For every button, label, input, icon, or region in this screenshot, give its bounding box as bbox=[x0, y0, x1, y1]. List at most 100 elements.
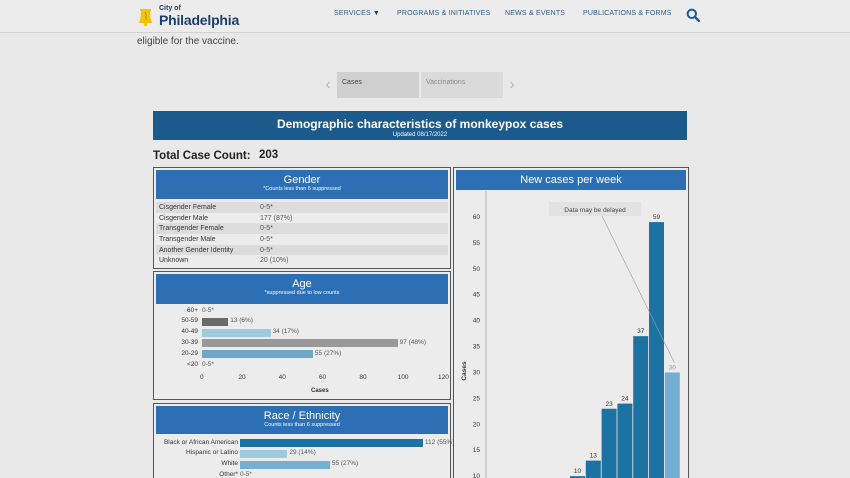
weekly-annotation-box bbox=[549, 202, 641, 216]
gender-row-value: 0-5* bbox=[260, 235, 273, 243]
logo-big-text: Philadelphia bbox=[159, 12, 240, 28]
dashboard-title-banner: Demographic characteristics of monkeypox… bbox=[153, 111, 687, 140]
gender-row: Cisgender Female 0-5* bbox=[156, 202, 448, 213]
gender-table: Cisgender Female 0-5* Cisgender Male 177 (… bbox=[154, 202, 450, 266]
weekly-bar bbox=[649, 222, 664, 478]
weekly-y-tick: 60 bbox=[473, 214, 481, 221]
age-x-tick: 80 bbox=[359, 374, 367, 381]
age-bar-label: 97 (48%) bbox=[399, 338, 426, 346]
weekly-y-tick: 45 bbox=[473, 292, 481, 299]
age-header: Age *suppressed due to low counts bbox=[156, 274, 448, 304]
age-bar bbox=[202, 328, 271, 337]
nav-services[interactable]: SERVICES ▼ bbox=[334, 10, 380, 17]
weekly-y-axis-title: Cases bbox=[461, 361, 468, 381]
gender-row-label: Unknown bbox=[159, 257, 189, 265]
weekly-title: New cases per week bbox=[520, 174, 622, 186]
race-bar bbox=[240, 449, 288, 458]
tab-vaccinations[interactable]: Vaccinations bbox=[421, 72, 503, 98]
weekly-chart: 10 15 20 25 30 35 40 45 50 55 60 Cases 10 13 23 24 37 59 3… bbox=[461, 191, 680, 478]
liberty-bell-icon bbox=[137, 5, 154, 27]
age-x-axis-title: Cases bbox=[311, 388, 329, 394]
race-bar bbox=[240, 460, 330, 469]
age-category-label: 60+ bbox=[186, 306, 198, 314]
caret-down-icon: ▼ bbox=[372, 10, 381, 17]
gender-title: Gender bbox=[283, 174, 321, 186]
gender-row-label: Another Gender Identity bbox=[159, 246, 234, 254]
weekly-bar bbox=[570, 476, 585, 478]
dashboard-updated: Updated 08/17/2022 bbox=[392, 132, 448, 138]
age-bar bbox=[202, 339, 398, 348]
weekly-bar-label: 59 bbox=[653, 214, 661, 221]
race-category-label: Other* bbox=[219, 470, 238, 478]
age-title: Age bbox=[292, 278, 312, 290]
weekly-y-tick: 20 bbox=[473, 421, 481, 428]
weekly-bar-label: 24 bbox=[621, 396, 629, 403]
age-chart: 60+ 0-5* 50-59 13 (6%) 40-49 34 (17%) 30-39 97 … bbox=[154, 304, 450, 399]
age-note: *suppressed due to low counts bbox=[264, 290, 340, 296]
age-category-label: 20-29 bbox=[181, 349, 198, 357]
weekly-bar bbox=[664, 372, 680, 478]
gender-row-label: Cisgender Female bbox=[159, 203, 217, 211]
age-category-label: 30-39 bbox=[181, 338, 198, 346]
nav-publications-forms[interactable]: PUBLICATIONS & FORMS bbox=[583, 10, 672, 17]
weekly-y-tick: 55 bbox=[473, 240, 481, 247]
weekly-y-tick: 15 bbox=[473, 447, 481, 454]
gender-panel: Gender *Counts less than 6 suppressed Ci… bbox=[153, 167, 451, 269]
age-category-label: <20 bbox=[186, 360, 198, 368]
age-bar bbox=[202, 350, 313, 359]
weekly-y-tick: 40 bbox=[473, 318, 481, 325]
race-category-label: White bbox=[221, 460, 238, 468]
gender-row-value: 177 (87%) bbox=[260, 214, 293, 222]
site-header: City of Philadelphia SERVICES ▼ PROGRAMS … bbox=[0, 0, 850, 33]
age-bar-label: 0-5* bbox=[202, 306, 214, 314]
weekly-bar-label: 30 bbox=[669, 364, 677, 371]
tab-cases[interactable]: Cases bbox=[337, 72, 419, 98]
age-bar-label: 55 (27%) bbox=[314, 349, 342, 357]
gender-row-value: 0-5* bbox=[260, 225, 273, 233]
weekly-bar bbox=[617, 403, 633, 478]
race-panel: Race / Ethnicity Counts less than 6 supp… bbox=[153, 403, 455, 478]
weekly-y-tick: 50 bbox=[473, 266, 481, 273]
age-x-tick: 0 bbox=[200, 374, 204, 381]
weekly-bar-label: 10 bbox=[574, 468, 582, 475]
gender-row-label: Transgender Female bbox=[159, 225, 224, 233]
chevron-left-icon[interactable]: ‹ bbox=[325, 76, 331, 93]
race-bar-label: 0-5* bbox=[240, 470, 252, 478]
weekly-y-tick: 35 bbox=[473, 344, 481, 351]
weekly-bar-label: 37 bbox=[637, 328, 645, 335]
race-bar-label: 55 (27%) bbox=[331, 460, 359, 468]
weekly-y-tick: 10 bbox=[473, 473, 481, 478]
race-category-label: Black or African American bbox=[163, 438, 238, 446]
race-note: Counts less than 6 suppressed bbox=[264, 422, 340, 428]
race-bar-label: 112 (55%) bbox=[424, 438, 455, 446]
gender-row-value: 0-5* bbox=[260, 203, 273, 211]
age-category-label: 40-49 bbox=[181, 328, 198, 336]
city-logo[interactable]: City of Philadelphia bbox=[137, 2, 239, 30]
race-bar-label: 29 (14%) bbox=[289, 449, 316, 457]
gender-row-value: 20 (10%) bbox=[260, 257, 289, 265]
weekly-header: New cases per week bbox=[456, 170, 686, 190]
weekly-bar bbox=[601, 408, 617, 478]
age-bar-label: 0-5* bbox=[202, 360, 214, 368]
age-bar-label: 13 (6%) bbox=[230, 317, 253, 325]
dashboard-title: Demographic characteristics of monkeypox… bbox=[276, 117, 564, 131]
chevron-right-icon[interactable]: › bbox=[509, 76, 515, 93]
total-case-count-value: 203 bbox=[259, 149, 279, 161]
weekly-annotation-leader bbox=[601, 215, 675, 363]
search-icon[interactable] bbox=[686, 8, 700, 22]
age-bar bbox=[202, 317, 229, 326]
weekly-panel: New cases per week 10 15 20 25 30 35 40 45 50 55 6… bbox=[453, 167, 689, 478]
age-x-tick: 60 bbox=[319, 374, 327, 381]
age-x-tick: 20 bbox=[238, 374, 246, 381]
age-panel: Age *suppressed due to low counts 60+ 0-5… bbox=[153, 271, 451, 400]
race-title: Race / Ethnicity bbox=[263, 410, 341, 422]
race-chart: Black or African American 112 (55%) Hispan… bbox=[154, 435, 455, 478]
race-category-label: Hispanic or Latino bbox=[185, 449, 238, 457]
age-bar-label: 34 (17%) bbox=[272, 328, 299, 336]
nav-programs-initiatives[interactable]: PROGRAMS & INITIATIVES bbox=[397, 10, 491, 17]
gender-row: Unknown 20 (10%) bbox=[156, 255, 448, 266]
weekly-annotation: Data may be delayed bbox=[564, 207, 626, 214]
race-header: Race / Ethnicity Counts less than 6 supp… bbox=[156, 406, 448, 434]
nav-news-events[interactable]: NEWS & EVENTS bbox=[505, 10, 566, 17]
gender-row: Transgender Male 0-5* bbox=[156, 234, 448, 245]
